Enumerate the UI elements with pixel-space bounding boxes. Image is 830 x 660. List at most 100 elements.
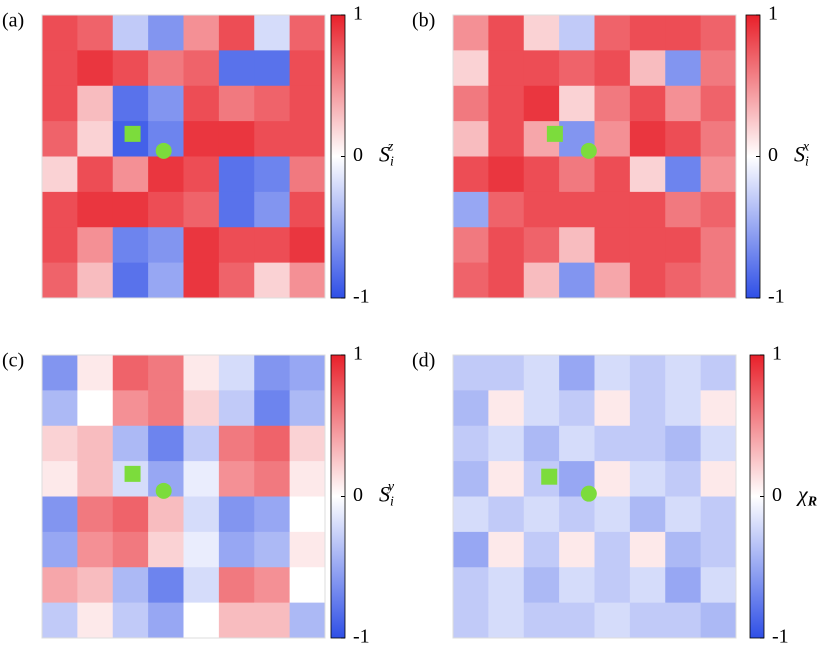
heatmap-cell: [289, 390, 326, 427]
heatmap-cell: [559, 567, 595, 604]
heatmap-cell: [218, 355, 255, 391]
heatmap-cell: [218, 531, 255, 568]
colorbar-tick-label: 1: [768, 3, 778, 25]
heatmap-cell: [665, 156, 702, 193]
heatmap-cell: [523, 425, 560, 462]
colorbar-tick-label: -1: [353, 626, 370, 648]
heatmap-cell: [488, 461, 525, 497]
heatmap-cell: [254, 262, 291, 299]
colorbar-tick-label: 0: [353, 484, 363, 506]
heatmap-cell: [700, 390, 737, 427]
heatmap-cell: [148, 15, 184, 51]
heatmap-cell: [594, 227, 631, 264]
heatmap-cell: [665, 531, 702, 568]
heatmap-cell: [629, 461, 666, 497]
heatmap-cell: [183, 602, 220, 639]
heatmap-cell: [289, 262, 326, 299]
square-marker: [546, 125, 563, 142]
heatmap-cell: [523, 355, 560, 391]
colorbar-tick-label: -1: [768, 286, 785, 308]
heatmap-cell: [629, 121, 666, 157]
heatmap-cell: [559, 85, 595, 122]
heatmap-cell: [523, 15, 560, 51]
heatmap-cell: [488, 191, 525, 228]
colorbar-tick-label: 1: [353, 343, 363, 365]
heatmap-cell: [112, 390, 149, 427]
heatmap-cell: [289, 496, 326, 533]
heatmap-cell: [629, 355, 666, 391]
heatmap-cell: [218, 262, 255, 299]
panel: (d) -1 0 1 χR: [412, 343, 817, 648]
heatmap-cell: [559, 227, 595, 264]
heatmap-cell: [183, 425, 220, 462]
heatmap-cell: [148, 50, 184, 87]
colorbar-label: Six: [794, 140, 810, 170]
heatmap-cell: [559, 156, 595, 193]
heatmap-cell: [629, 390, 666, 427]
heatmap-cell: [112, 227, 149, 264]
heatmap-cell: [218, 227, 255, 264]
heatmap-cell: [523, 496, 560, 533]
heatmap-cell: [112, 567, 149, 604]
heatmap-cell: [77, 191, 114, 228]
heatmap-cell: [453, 85, 489, 122]
heatmap-cell: [594, 425, 631, 462]
panel: (a) -1 0 1 Siz: [2, 3, 394, 308]
heatmap-cell: [112, 531, 149, 568]
heatmap-cell: [112, 50, 149, 87]
heatmap-cell: [254, 355, 291, 391]
plot-frame: [452, 354, 737, 639]
heatmap-cell: [183, 121, 220, 157]
heatmap-cell: [523, 390, 560, 427]
heatmap-cell: [700, 461, 737, 497]
panel: (b) -1 0 1 Six: [412, 3, 810, 308]
heatmap-cell: [488, 85, 525, 122]
heatmap-cell: [700, 156, 737, 193]
heatmap-cell: [629, 15, 666, 51]
heatmap-cell: [112, 425, 149, 462]
heatmap-cell: [523, 531, 560, 568]
heatmap-cell: [665, 496, 702, 533]
heatmap-cell: [289, 602, 326, 639]
heatmap-cell: [42, 121, 78, 157]
heatmap-cell: [183, 156, 220, 193]
heatmap-cell: [559, 355, 595, 391]
heatmap-cell: [488, 50, 525, 87]
heatmap-cell: [523, 156, 560, 193]
heatmap-cell: [488, 425, 525, 462]
heatmap-cell: [183, 262, 220, 299]
heatmap-cell: [453, 227, 489, 264]
label-sub: R: [807, 495, 817, 510]
heatmap-cell: [700, 262, 737, 299]
heatmap-cell: [148, 531, 184, 568]
heatmap-cell: [42, 227, 78, 264]
colorbar-tick-label: 0: [353, 144, 363, 166]
plot-frame: [452, 14, 737, 299]
heatmap-cell: [665, 461, 702, 497]
heatmap-cell: [629, 156, 666, 193]
heatmap-cell: [488, 496, 525, 533]
heatmap-cell: [218, 390, 255, 427]
heatmap-cell: [42, 191, 78, 228]
heatmap-cell: [700, 531, 737, 568]
heatmap-cell: [665, 227, 702, 264]
heatmap-cell: [594, 15, 631, 51]
heatmap-cell: [254, 390, 291, 427]
heatmap-cell: [559, 496, 595, 533]
heatmap-cell: [112, 602, 149, 639]
heatmap-cell: [453, 602, 489, 639]
heatmap-cell: [42, 602, 78, 639]
heatmap-cell: [254, 50, 291, 87]
heatmap-cell: [218, 496, 255, 533]
heatmap-cell: [665, 262, 702, 299]
heatmap-cell: [183, 531, 220, 568]
heatmap-cell: [112, 496, 149, 533]
colorbar-tick-label: 1: [772, 343, 782, 365]
heatmap-cell: [629, 567, 666, 604]
panel: (c) -1 0 1 Siy: [2, 343, 395, 648]
heatmap-cell: [77, 262, 114, 299]
panel-label: (c): [2, 350, 24, 372]
heatmap-cell: [289, 227, 326, 264]
heatmap-cell: [289, 121, 326, 157]
colorbar-label: Siy: [379, 480, 395, 510]
